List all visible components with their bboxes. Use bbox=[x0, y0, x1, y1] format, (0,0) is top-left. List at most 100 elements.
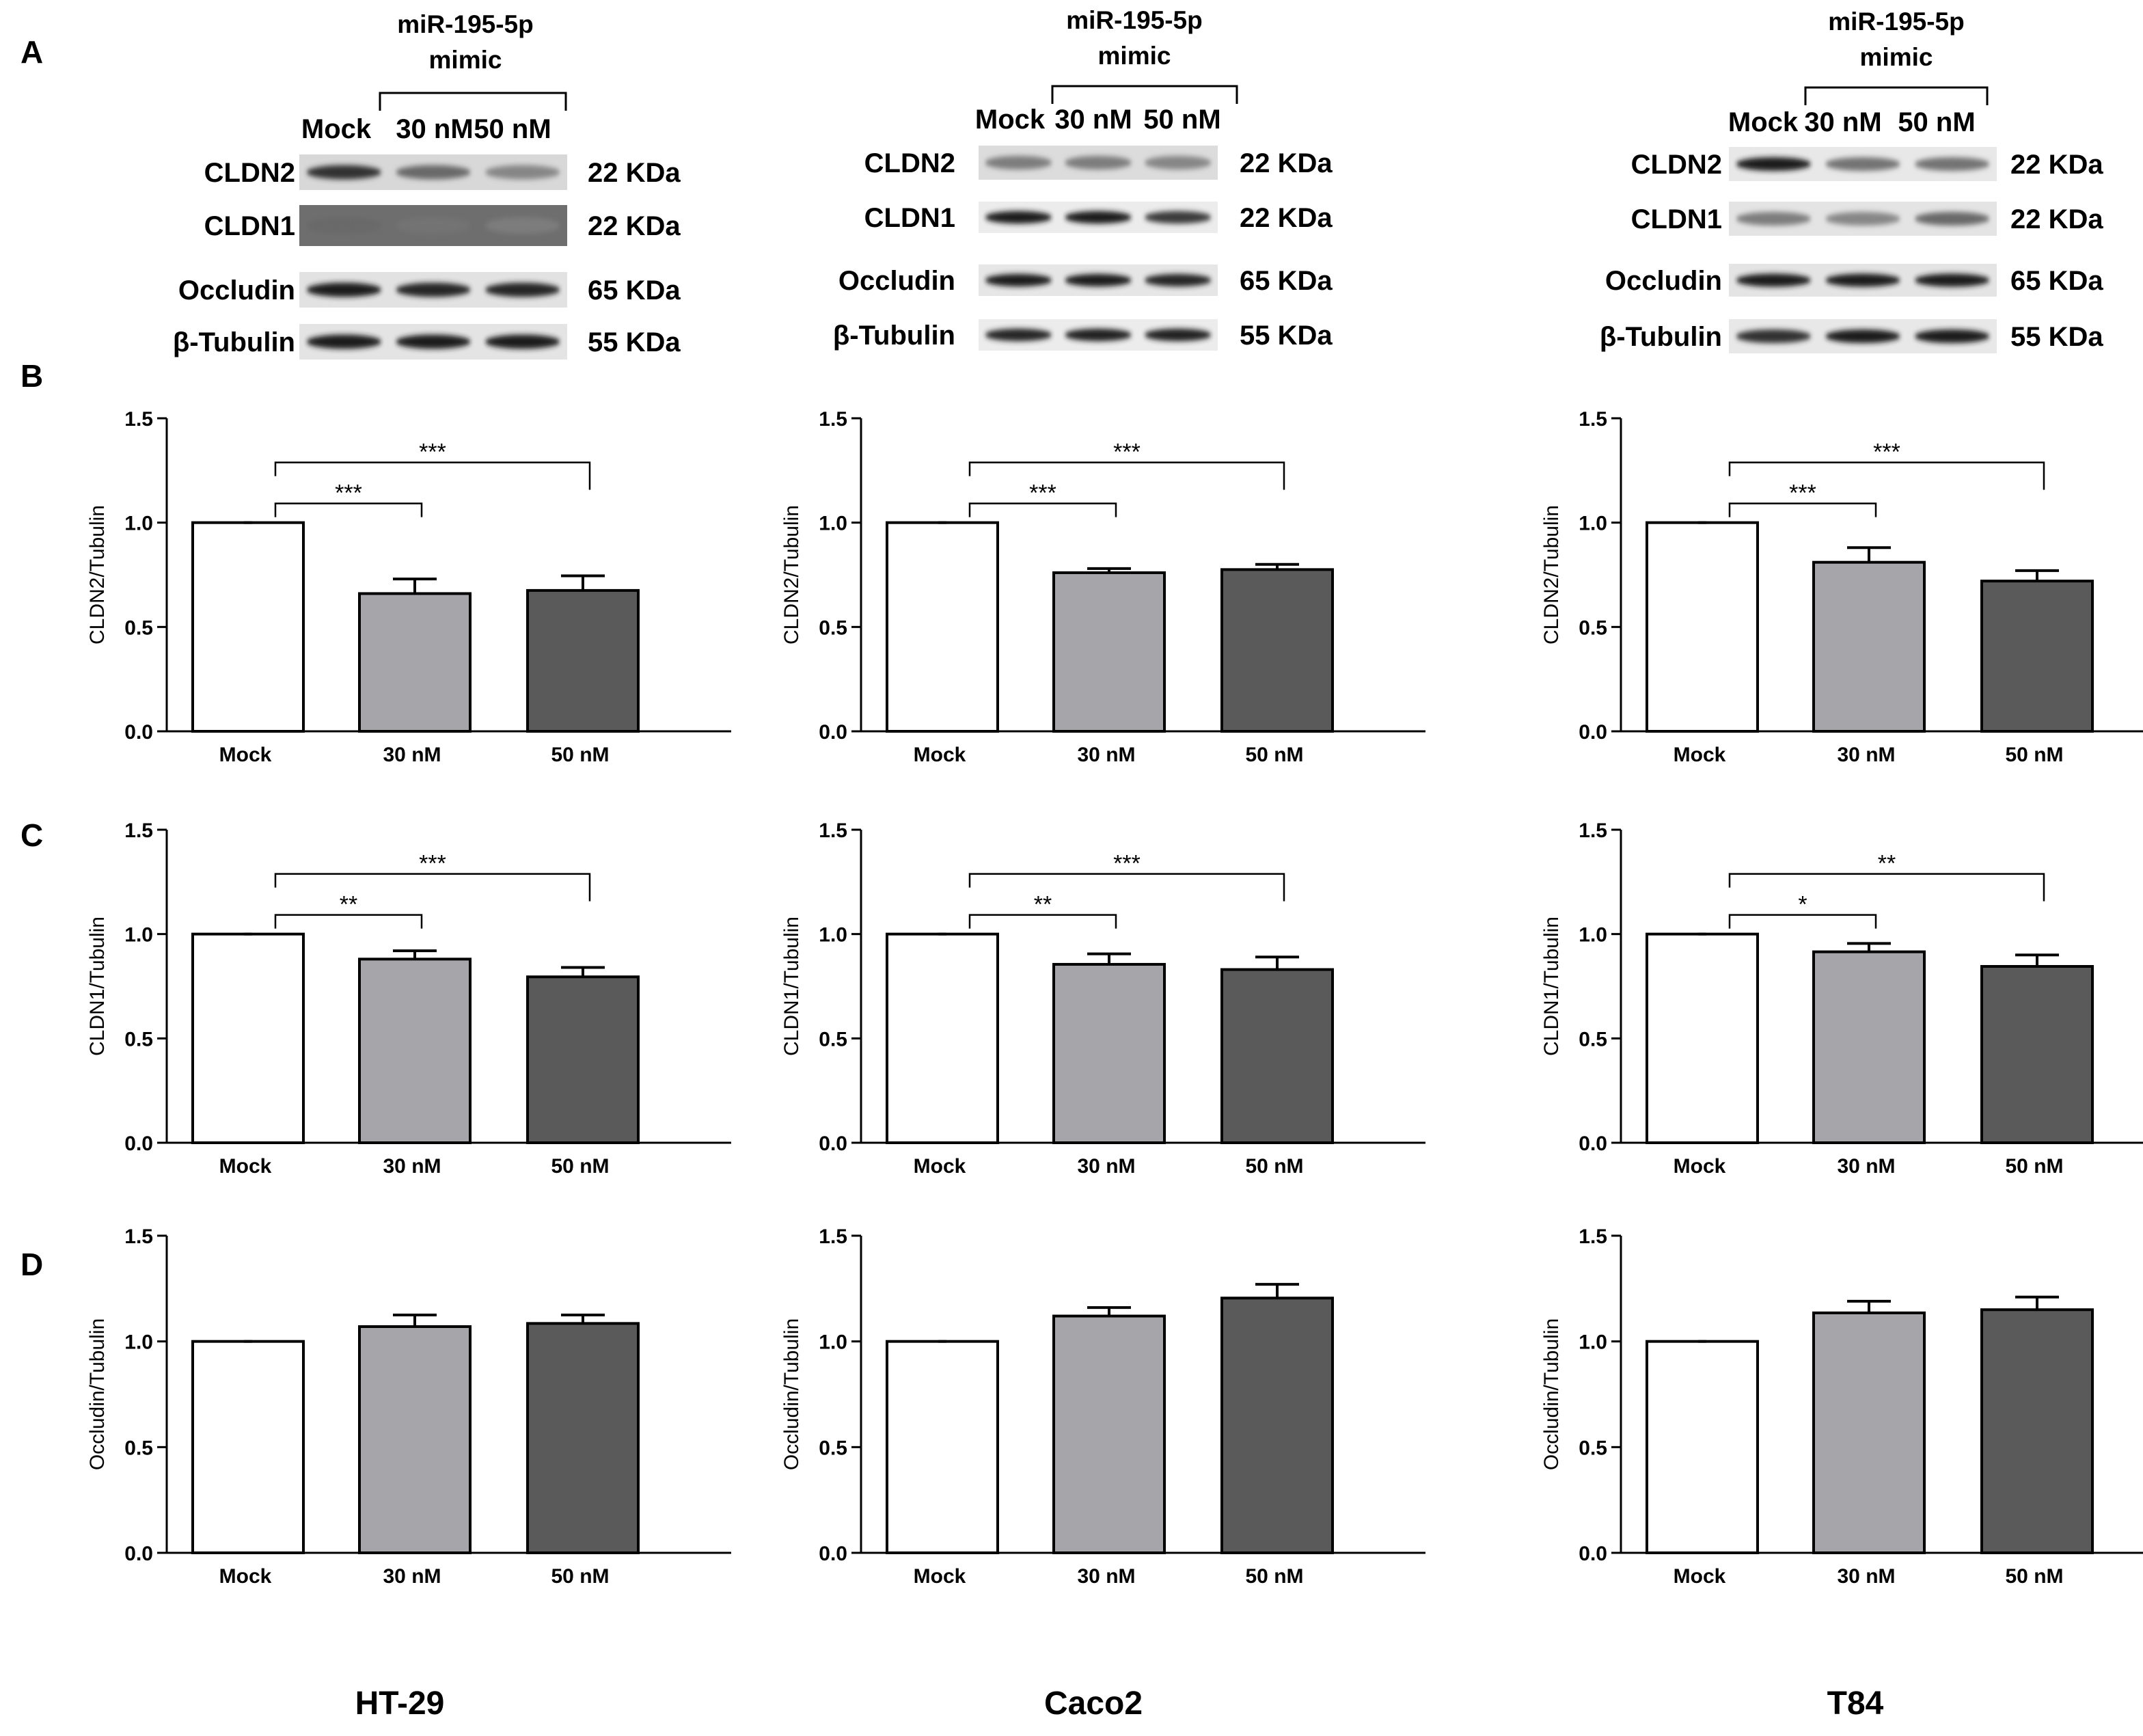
bar-30-nm bbox=[1052, 1314, 1166, 1554]
mw-label-cldn2: 22 KDa bbox=[2010, 150, 2103, 180]
lane-label-mock: Mock bbox=[301, 114, 372, 144]
y-tick-label: 0.0 bbox=[1579, 721, 1607, 744]
chart-d-caco2: 0.0 0.5 1.0 1.5 Occludin/Tubulin Mock 30 nM 50 … bbox=[780, 1225, 1425, 1588]
mw-label-cldn2: 22 KDa bbox=[588, 158, 681, 188]
y-tick-label: 1.5 bbox=[124, 819, 153, 842]
y-tick-label: 1.0 bbox=[819, 513, 847, 535]
blot-band-tubulin-mock bbox=[985, 328, 1052, 342]
panel-letter-a: A bbox=[21, 34, 43, 70]
y-tick-label: 1.0 bbox=[124, 513, 153, 535]
western-blot-caco2: miR-195-5p mimic Mock 30 nM 50 nM CLDN2 22 KDa… bbox=[833, 6, 1333, 351]
significance-label: *** bbox=[419, 851, 446, 877]
western-blot-panels: miR-195-5p mimic Mock 30 nM 50 nM CLDN2 22 KDa… bbox=[173, 6, 2103, 360]
significance-label: *** bbox=[1113, 439, 1141, 465]
treatment-label-mimic: mimic bbox=[1098, 42, 1171, 70]
chart-d-ht-29: 0.0 0.5 1.0 1.5 Occludin/Tubulin Mock 30 nM 50 … bbox=[86, 1225, 731, 1588]
significance-bracket bbox=[274, 873, 591, 901]
bar-mock bbox=[191, 521, 305, 733]
y-tick-label: 1.5 bbox=[124, 1225, 153, 1248]
x-tick-label-50-nm: 50 nM bbox=[1245, 1155, 1303, 1178]
significance-bracket bbox=[274, 502, 423, 517]
bar-50-nm bbox=[526, 975, 640, 1145]
significance-bracket bbox=[968, 914, 1117, 929]
lane-label-50-nm: 50 nM bbox=[1143, 105, 1220, 135]
y-tick-label: 0.5 bbox=[819, 1437, 847, 1459]
y-tick-label: 1.5 bbox=[124, 408, 153, 431]
x-tick-label-30-nm: 30 nM bbox=[1077, 744, 1135, 766]
bar-30-nm bbox=[358, 1325, 472, 1554]
blot-band-occludin-30-nm bbox=[1825, 273, 1900, 287]
significance-label: ** bbox=[1034, 892, 1052, 918]
blot-band-occludin-30-nm bbox=[1065, 273, 1132, 287]
x-tick-label-50-nm: 50 nM bbox=[1245, 744, 1303, 766]
y-tick-label: 1.0 bbox=[124, 1331, 153, 1354]
x-tick-label-30-nm: 30 nM bbox=[1837, 1155, 1895, 1178]
y-axis-label: CLDN1/Tubulin bbox=[1540, 917, 1563, 1056]
bar-30-nm bbox=[1052, 571, 1166, 733]
treatment-bracket bbox=[1804, 86, 1989, 105]
bar-50-nm bbox=[1980, 1308, 2094, 1555]
y-tick-label: 1.5 bbox=[1579, 819, 1607, 842]
lane-label-30-nm: 30 nM bbox=[396, 114, 473, 144]
protein-label-cldn1: CLDN1 bbox=[204, 211, 295, 241]
y-tick-label: 1.5 bbox=[819, 1225, 847, 1248]
x-tick-label-50-nm: 50 nM bbox=[551, 1565, 609, 1588]
significance-label: *** bbox=[1789, 480, 1816, 506]
mw-label-occludin: 65 KDa bbox=[588, 275, 681, 306]
protein-label-occludin: Occludin bbox=[178, 275, 295, 306]
x-tick-label-30-nm: 30 nM bbox=[383, 1565, 441, 1588]
y-tick-label: 0.0 bbox=[124, 1133, 153, 1155]
bar-mock bbox=[886, 932, 999, 1144]
x-tick-label-mock: Mock bbox=[914, 1565, 966, 1588]
protein-label-cldn2: CLDN2 bbox=[864, 148, 955, 178]
blot-band-cldn1-50-nm bbox=[1144, 211, 1212, 224]
y-tick-label: 0.0 bbox=[1579, 1133, 1607, 1155]
y-tick-label: 0.0 bbox=[819, 1543, 847, 1565]
blot-band-tubulin-50-nm bbox=[1144, 328, 1212, 342]
bar-50-nm bbox=[1980, 964, 2094, 1144]
blot-band-tubulin-50-nm bbox=[484, 334, 560, 349]
y-axis-label: CLDN2/Tubulin bbox=[780, 505, 803, 645]
blot-band-tubulin-30-nm bbox=[1065, 328, 1132, 342]
y-tick-label: 0.0 bbox=[124, 721, 153, 744]
x-tick-label-50-nm: 50 nM bbox=[551, 744, 609, 766]
y-tick-label: 0.5 bbox=[819, 616, 847, 639]
significance-label: ** bbox=[340, 892, 357, 918]
x-tick-label-mock: Mock bbox=[1674, 1155, 1726, 1178]
lane-label-30-nm: 30 nM bbox=[1054, 105, 1132, 135]
y-tick-label: 1.5 bbox=[819, 819, 847, 842]
significance-bracket bbox=[274, 914, 423, 929]
blot-band-cldn2-30-nm bbox=[396, 165, 471, 180]
chart-d-t84: 0.0 0.5 1.0 1.5 Occludin/Tubulin Mock 30 nM 50 … bbox=[1540, 1225, 2143, 1588]
y-tick-label: 0.5 bbox=[1579, 1437, 1607, 1459]
x-tick-label-mock: Mock bbox=[219, 1565, 272, 1588]
x-tick-label-30-nm: 30 nM bbox=[383, 1155, 441, 1178]
y-tick-label: 0.5 bbox=[1579, 1028, 1607, 1050]
x-tick-label-30-nm: 30 nM bbox=[1837, 1565, 1895, 1588]
cell-line-label-t84: T84 bbox=[1827, 1685, 1884, 1722]
y-tick-label: 0.5 bbox=[124, 1028, 153, 1050]
blot-band-cldn1-mock bbox=[306, 217, 382, 234]
bar-50-nm bbox=[526, 588, 640, 733]
blot-band-tubulin-30-nm bbox=[396, 334, 471, 349]
panel-letter-b: B bbox=[21, 358, 43, 394]
treatment-label-mimic: mimic bbox=[429, 46, 502, 74]
treatment-label: miR-195-5p bbox=[1066, 6, 1202, 34]
lane-label-mock: Mock bbox=[1728, 107, 1799, 137]
y-tick-label: 0.5 bbox=[124, 616, 153, 639]
significance-label: ** bbox=[1878, 851, 1896, 877]
western-blot-t84: miR-195-5p mimic Mock 30 nM 50 nM CLDN2 22 KDa… bbox=[1600, 8, 2103, 353]
x-tick-label-50-nm: 50 nM bbox=[2005, 1155, 2063, 1178]
bar-30-nm bbox=[358, 958, 472, 1144]
x-tick-label-mock: Mock bbox=[914, 1155, 966, 1178]
bar-mock bbox=[1646, 932, 1759, 1144]
x-tick-label-30-nm: 30 nM bbox=[1077, 1155, 1135, 1178]
y-tick-label: 1.0 bbox=[1579, 1331, 1607, 1354]
y-axis-label: CLDN2/Tubulin bbox=[86, 505, 109, 645]
x-tick-label-30-nm: 30 nM bbox=[383, 744, 441, 766]
bar-30-nm bbox=[1812, 950, 1926, 1144]
bar-50-nm bbox=[1220, 1297, 1334, 1554]
bar-mock bbox=[886, 1340, 999, 1554]
significance-bracket bbox=[1728, 914, 1877, 929]
significance-label: *** bbox=[335, 480, 362, 506]
